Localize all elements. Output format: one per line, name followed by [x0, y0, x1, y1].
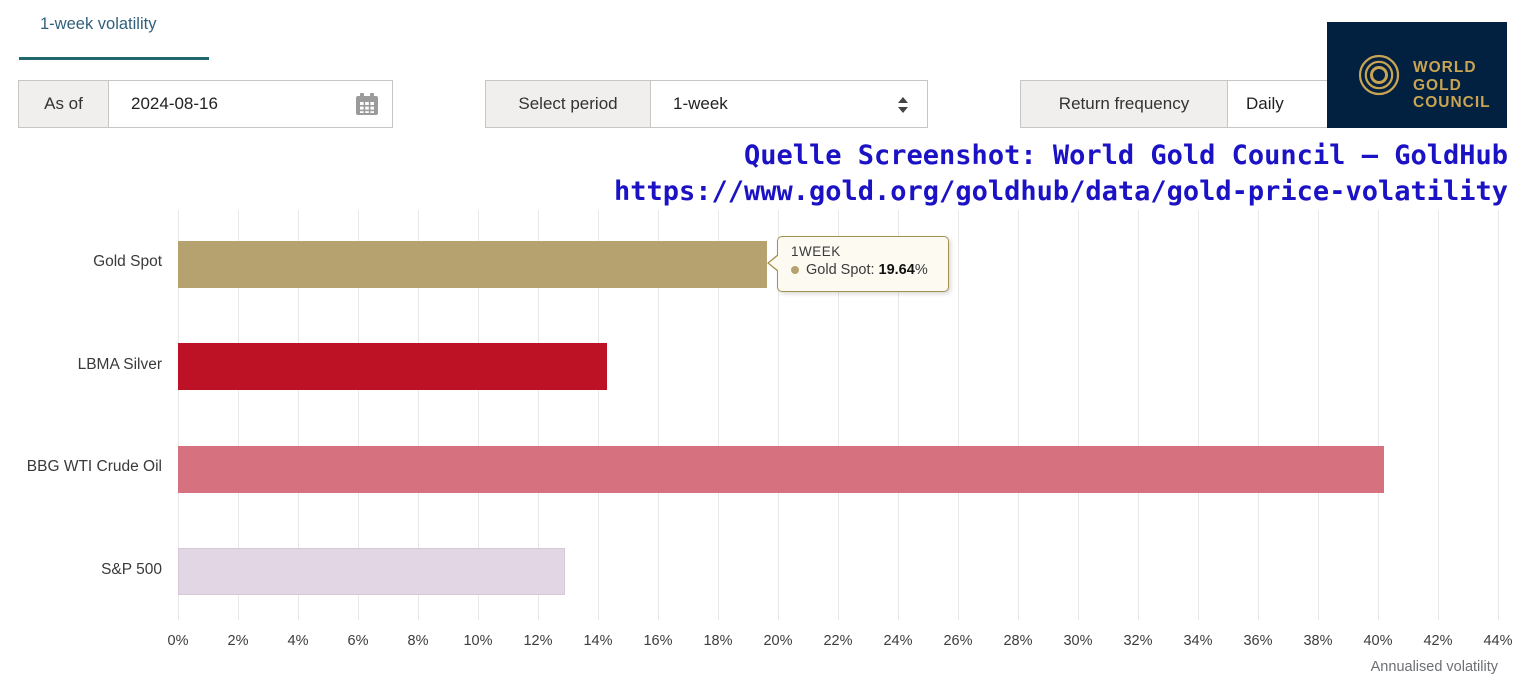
frequency-selected-value: Daily — [1246, 94, 1284, 113]
x-tick-label: 44% — [1483, 633, 1513, 649]
x-tick-label: 6% — [347, 633, 369, 649]
category-label: LBMA Silver — [77, 356, 162, 373]
select-period-control: Select period 1-week — [485, 80, 928, 128]
tooltip-series-value: 19.64 — [878, 262, 915, 278]
calendar-icon[interactable] — [354, 92, 380, 122]
gridline — [1378, 210, 1379, 620]
return-frequency-label: Return frequency — [1021, 81, 1228, 127]
updown-arrows-icon — [897, 96, 909, 119]
as-of-date-input[interactable]: 2024-08-16 — [109, 81, 392, 127]
category-label: S&P 500 — [101, 561, 162, 578]
gridline — [838, 210, 839, 620]
gridline — [898, 210, 899, 620]
tooltip-series-label: Gold Spot: — [806, 262, 875, 278]
bar-s-p-500[interactable] — [178, 548, 565, 595]
x-tick-label: 22% — [823, 633, 853, 649]
tooltip-series-row: Gold Spot: 19.64 % — [791, 262, 948, 278]
world-gold-council-logo: WORLD GOLD COUNCIL — [1327, 22, 1507, 128]
gridline — [1078, 210, 1079, 620]
gridline — [958, 210, 959, 620]
category-label: Gold Spot — [93, 253, 162, 270]
x-tick-label: 12% — [523, 633, 553, 649]
gridline — [1318, 210, 1319, 620]
tab-active-underline — [19, 57, 209, 60]
gridline — [1258, 210, 1259, 620]
period-selected-value: 1-week — [673, 94, 728, 113]
x-axis: 0% 2% 4% 6% 8% 10% 12% 14% 16% 18% 20% 22% 24% 26% 28%… — [168, 633, 1513, 653]
gridline — [238, 210, 239, 620]
as-of-label: As of — [19, 81, 109, 127]
x-tick-label: 42% — [1423, 633, 1453, 649]
select-period-label: Select period — [486, 81, 651, 127]
logo-line-gold: GOLD — [1413, 76, 1462, 94]
x-tick-label: 40% — [1363, 633, 1393, 649]
period-select[interactable]: 1-week — [651, 81, 927, 127]
x-tick-label: 26% — [943, 633, 973, 649]
as-of-control: As of 2024-08-16 — [18, 80, 393, 128]
x-tick-label: 30% — [1063, 633, 1093, 649]
gridline — [598, 210, 599, 620]
x-tick-label: 32% — [1123, 633, 1153, 649]
x-tick-label: 10% — [463, 633, 493, 649]
gridline — [1438, 210, 1439, 620]
return-frequency-control: Return frequency Daily — [1020, 80, 1340, 128]
x-tick-label: 20% — [763, 633, 793, 649]
category-label: BBG WTI Crude Oil — [26, 458, 162, 475]
gridline — [1198, 210, 1199, 620]
x-tick-label: 8% — [407, 633, 429, 649]
gridline — [418, 210, 419, 620]
gridline — [358, 210, 359, 620]
x-tick-label: 16% — [643, 633, 673, 649]
gridline — [1018, 210, 1019, 620]
tooltip-value-suffix: % — [914, 262, 928, 278]
gridline — [178, 210, 179, 620]
x-tick-label: 34% — [1183, 633, 1213, 649]
category-axis-labels: Gold Spot LBMA Silver BBG WTI Crude Oil S&P… — [0, 210, 162, 620]
x-tick-label: 38% — [1303, 633, 1333, 649]
x-tick-label: 36% — [1243, 633, 1273, 649]
gridline — [778, 210, 779, 620]
x-tick-label: 2% — [227, 633, 249, 649]
bar-bbg-wti-crude-oil[interactable] — [178, 446, 1384, 493]
logo-line-world: WORLD — [1413, 59, 1477, 76]
gridline — [658, 210, 659, 620]
frequency-select[interactable]: Daily — [1228, 81, 1339, 127]
x-tick-label: 4% — [287, 633, 309, 649]
x-tick-label: 28% — [1003, 633, 1033, 649]
tooltip-period-title: 1WEEK — [791, 244, 841, 259]
bar-lbma-silver[interactable] — [178, 343, 607, 390]
logo-wordmark: WORLD GOLD COUNCIL — [1413, 59, 1491, 112]
x-tick-label: 24% — [883, 633, 913, 649]
gridline — [718, 210, 719, 620]
as-of-date-value: 2024-08-16 — [131, 94, 218, 113]
x-tick-label: 18% — [703, 633, 733, 649]
gridline — [538, 210, 539, 620]
gridline — [298, 210, 299, 620]
source-watermark: Quelle Screenshot: World Gold Council — … — [614, 138, 1508, 210]
watermark-line-2: https://www.gold.org/goldhub/data/gold-p… — [613, 176, 1508, 207]
tooltip-series-dot — [791, 266, 799, 274]
chart-tooltip: 1WEEK Gold Spot: 19.64 % — [767, 236, 949, 292]
gridline — [1498, 210, 1499, 620]
x-axis-title: Annualised volatility — [1370, 659, 1498, 675]
plot-area — [178, 210, 1499, 620]
watermark-line-1: Quelle Screenshot: World Gold Council — … — [743, 140, 1508, 171]
bar-gold-spot[interactable] — [178, 241, 767, 288]
x-tick-label: 14% — [583, 633, 613, 649]
tab-1-week-volatility[interactable]: 1-week volatility — [40, 15, 157, 33]
gridline — [1138, 210, 1139, 620]
x-tick-label: 0% — [167, 633, 189, 649]
gridline — [478, 210, 479, 620]
logo-line-council: COUNCIL — [1413, 94, 1491, 111]
